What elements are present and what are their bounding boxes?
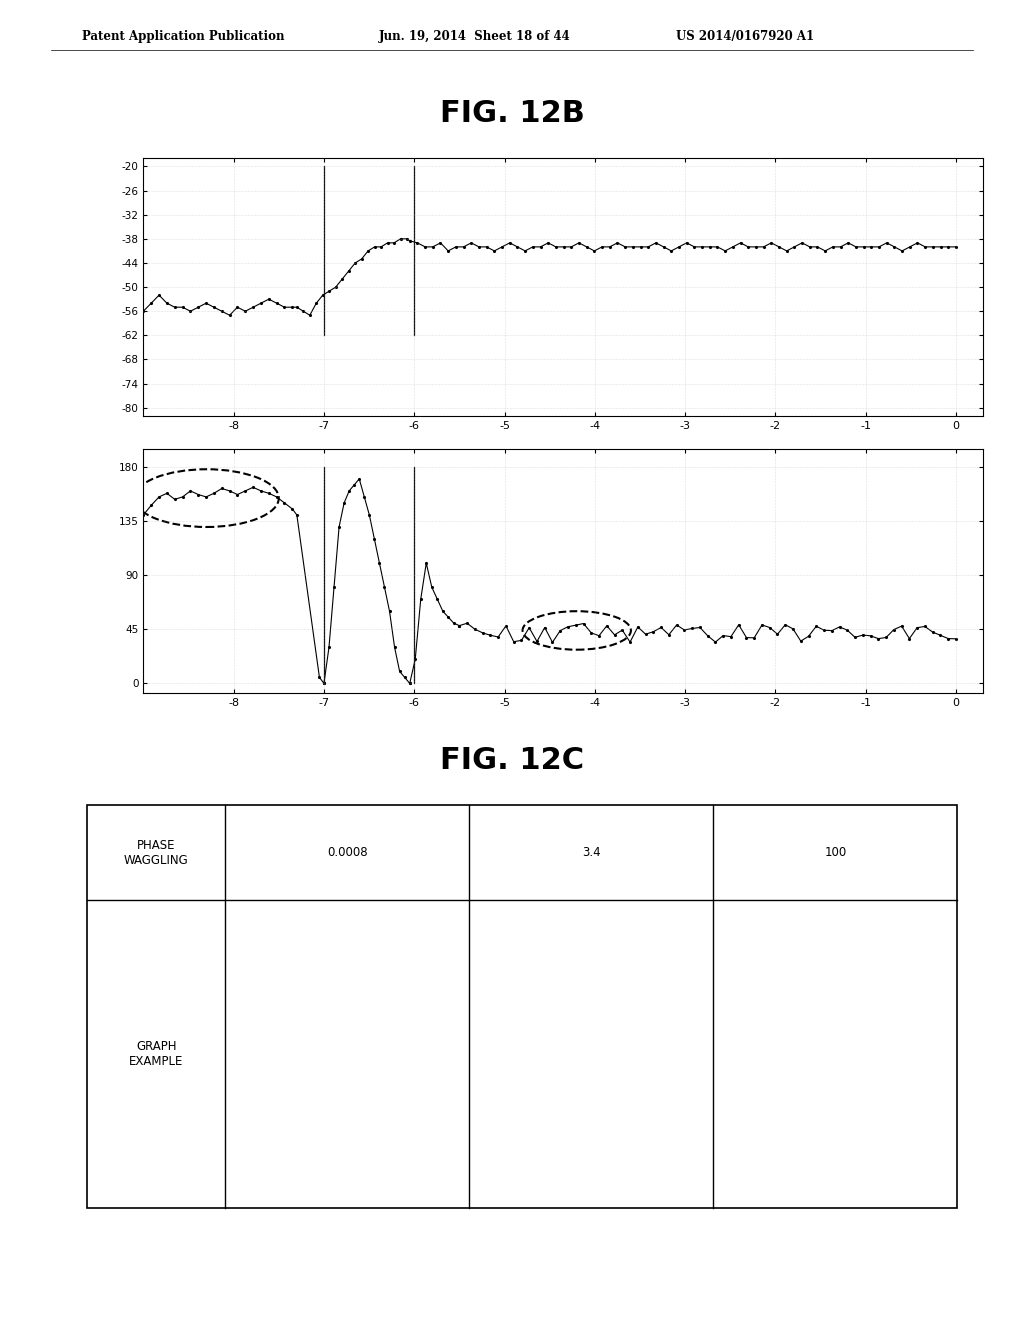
Text: GRAPH
EXAMPLE: GRAPH EXAMPLE (129, 1040, 183, 1068)
Text: 3.4: 3.4 (582, 846, 601, 859)
Text: 100: 100 (824, 846, 847, 859)
Text: 0.0008: 0.0008 (327, 846, 368, 859)
Text: PHASE
WAGGLING: PHASE WAGGLING (124, 838, 188, 867)
Text: US 2014/0167920 A1: US 2014/0167920 A1 (676, 30, 814, 44)
Text: Patent Application Publication: Patent Application Publication (82, 30, 285, 44)
Text: Jun. 19, 2014  Sheet 18 of 44: Jun. 19, 2014 Sheet 18 of 44 (379, 30, 570, 44)
Text: FIG. 12B: FIG. 12B (439, 99, 585, 128)
Text: FIG. 12C: FIG. 12C (440, 746, 584, 775)
